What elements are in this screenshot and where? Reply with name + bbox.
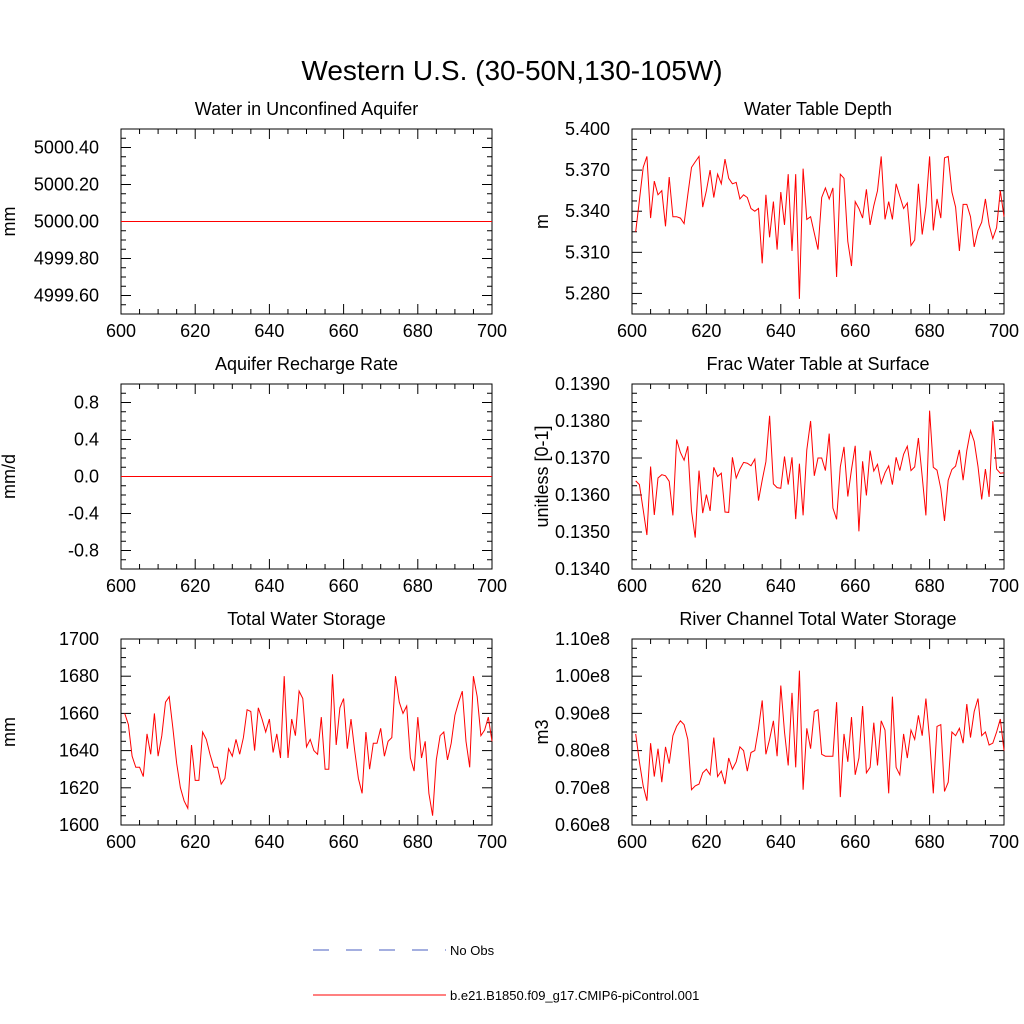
x-tick-label: 620: [691, 576, 721, 596]
y-tick-label: 0.90e8: [555, 703, 610, 723]
x-tick-label: 700: [989, 832, 1019, 852]
x-tick-label: 660: [840, 832, 870, 852]
x-tick-label: 640: [254, 832, 284, 852]
y-tick-label: 5.400: [565, 119, 610, 139]
x-tick-label: 700: [477, 832, 507, 852]
y-tick-label: 0.8: [74, 393, 99, 413]
y-tick-label: 5.310: [565, 242, 610, 262]
y-tick-label: 5000.40: [34, 138, 99, 158]
x-tick-label: 600: [106, 321, 136, 341]
panel-title: Frac Water Table at Surface: [706, 354, 929, 374]
y-tick-label: -0.8: [68, 541, 99, 561]
x-tick-label: 600: [106, 832, 136, 852]
panel-title: Water Table Depth: [744, 99, 892, 119]
panel-4: Frac Water Table at Surface unitless [0-1…: [532, 354, 1019, 596]
y-tick-label: 5000.00: [34, 212, 99, 232]
series-line: [124, 674, 493, 816]
x-tick-label: 620: [691, 321, 721, 341]
y-tick-label: 1680: [59, 666, 99, 686]
y-tick-label: 1620: [59, 778, 99, 798]
y-tick-label: 4999.60: [34, 286, 99, 306]
y-tick-label: 1660: [59, 703, 99, 723]
y-tick-label: 0.4: [74, 430, 99, 450]
y-axis-label: unitless [0-1]: [532, 425, 552, 527]
y-tick-label: 1.10e8: [555, 629, 610, 649]
y-tick-label: 0.1350: [555, 522, 610, 542]
legend-obs-label: No Obs: [450, 943, 495, 958]
x-tick-label: 620: [180, 576, 210, 596]
x-tick-label: 640: [766, 576, 796, 596]
x-tick-label: 700: [477, 576, 507, 596]
panel-title: Aquifer Recharge Rate: [215, 354, 398, 374]
x-tick-label: 600: [106, 576, 136, 596]
panel-title: River Channel Total Water Storage: [679, 609, 956, 629]
x-tick-label: 700: [477, 321, 507, 341]
y-tick-label: 5000.20: [34, 175, 99, 195]
x-tick-label: 600: [617, 832, 647, 852]
x-tick-label: 680: [403, 321, 433, 341]
x-tick-label: 680: [403, 832, 433, 852]
y-tick-label: 4999.80: [34, 249, 99, 269]
panel-5: Total Water Storage mm 600 620 640 660 680 700 1…: [0, 609, 507, 852]
y-tick-label: 5.370: [565, 160, 610, 180]
y-tick-label: 1600: [59, 815, 99, 835]
x-tick-label: 600: [617, 576, 647, 596]
plot-frame: [631, 383, 1005, 570]
y-tick-label: 1640: [59, 741, 99, 761]
y-tick-label: 5.340: [565, 201, 610, 221]
series-line: [635, 154, 1005, 299]
x-tick-label: 640: [766, 321, 796, 341]
panel-2: Water Table Depth m 600 620 640 660 680 700 5.28…: [532, 99, 1019, 341]
y-axis-label: m: [532, 214, 552, 229]
y-tick-label: 0.1360: [555, 485, 610, 505]
x-tick-label: 680: [915, 832, 945, 852]
x-tick-label: 620: [691, 832, 721, 852]
y-tick-label: 0.1380: [555, 411, 610, 431]
y-tick-label: 0.1390: [555, 374, 610, 394]
x-tick-label: 680: [403, 576, 433, 596]
figure-title: Western U.S. (30-50N,130-105W): [301, 55, 722, 86]
panel-3: Aquifer Recharge Rate mm/d 600 620 640 660 680…: [0, 354, 507, 596]
x-tick-label: 660: [329, 321, 359, 341]
x-tick-label: 660: [329, 576, 359, 596]
y-tick-label: 0.60e8: [555, 815, 610, 835]
y-tick-label: 0.80e8: [555, 741, 610, 761]
x-tick-label: 680: [915, 321, 945, 341]
x-tick-label: 660: [840, 321, 870, 341]
y-tick-label: 0.1370: [555, 448, 610, 468]
y-tick-label: 0.1340: [555, 559, 610, 579]
x-tick-label: 640: [254, 576, 284, 596]
y-axis-label: mm: [0, 717, 19, 747]
x-tick-label: 620: [180, 321, 210, 341]
series-line: [635, 410, 1005, 538]
plot-frame: [631, 638, 1005, 826]
x-tick-label: 700: [989, 321, 1019, 341]
x-tick-label: 600: [617, 321, 647, 341]
y-axis-label: mm: [0, 207, 19, 237]
y-tick-label: 1.00e8: [555, 666, 610, 686]
y-tick-label: -0.4: [68, 504, 99, 524]
panel-1: Water in Unconfined Aquifer mm 600 620 640 66…: [0, 99, 507, 341]
legend: No Obs b.e21.B1850.f09_g17.CMIP6-piContr…: [313, 943, 699, 1003]
x-tick-label: 640: [766, 832, 796, 852]
plot-frame: [120, 638, 493, 826]
y-tick-label: 1700: [59, 629, 99, 649]
y-tick-label: 5.280: [565, 283, 610, 303]
x-tick-label: 700: [989, 576, 1019, 596]
x-tick-label: 680: [915, 576, 945, 596]
panel-6: River Channel Total Water Storage m3 600 62…: [532, 609, 1019, 852]
x-tick-label: 640: [254, 321, 284, 341]
y-tick-label: 0.0: [74, 467, 99, 487]
y-tick-label: 0.70e8: [555, 778, 610, 798]
y-axis-label: mm/d: [0, 454, 19, 499]
panel-title: Total Water Storage: [227, 609, 385, 629]
y-axis-label: m3: [532, 719, 552, 744]
legend-model-label: b.e21.B1850.f09_g17.CMIP6-piControl.001: [450, 988, 699, 1003]
panel-title: Water in Unconfined Aquifer: [195, 99, 418, 119]
series-line: [635, 670, 1005, 801]
x-tick-label: 660: [329, 832, 359, 852]
x-tick-label: 620: [180, 832, 210, 852]
x-tick-label: 660: [840, 576, 870, 596]
